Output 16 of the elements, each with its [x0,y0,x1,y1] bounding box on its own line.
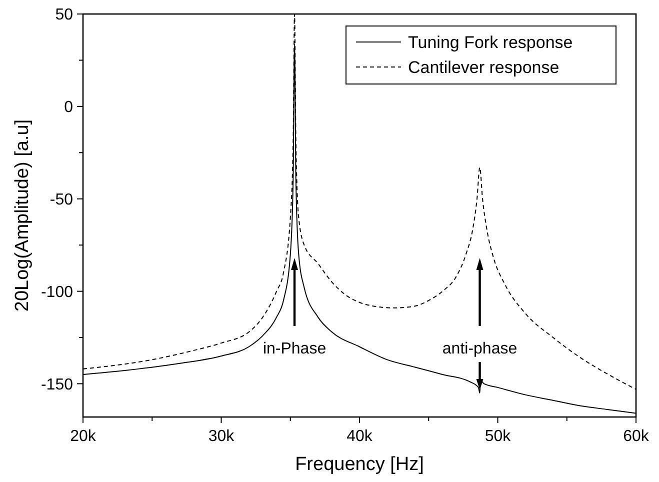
annotation: in-Phase [262,340,326,358]
x-tick-label: 40k [346,428,374,445]
y-tick-label: -150 [40,376,74,394]
legend-label: Cantilever response [408,58,560,77]
annotation: anti-phase [442,340,518,358]
y-tick-label: -100 [40,284,74,301]
y-tick-label: 0 [64,99,74,116]
x-tick-label: 30k [208,428,236,445]
x-tick-label: 20k [70,428,97,445]
y-axis-title: 20Log(Amplitude) [a.u] [12,119,33,312]
x-tick-label: 60k [623,428,650,445]
legend-label: Tuning Fork response [408,32,573,52]
x-axis-title: Frequency [Hz] [295,454,424,475]
y-tick-label: 50 [55,6,74,24]
y-tick-label: -50 [50,191,74,208]
x-tick-label: 50k [484,428,512,445]
